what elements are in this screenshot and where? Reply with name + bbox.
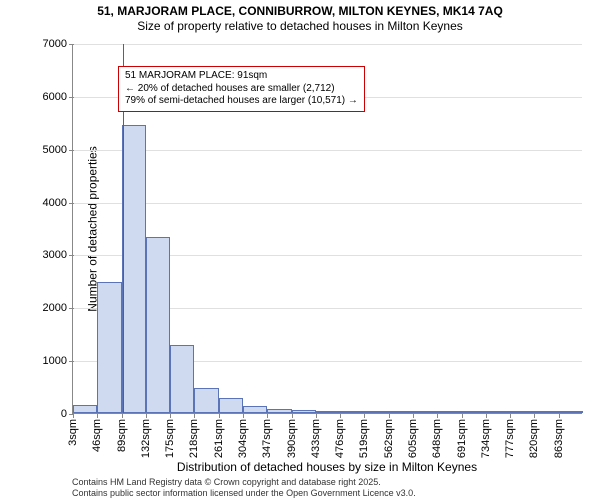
x-tick-label: 863sqm <box>553 413 565 458</box>
callout-line-smaller: ← 20% of detached houses are smaller (2,… <box>125 83 358 96</box>
x-tick-label: 390sqm <box>286 413 298 458</box>
histogram-bar <box>219 398 243 413</box>
y-tick-label: 3000 <box>43 249 73 261</box>
x-tick-label: 476sqm <box>334 413 346 458</box>
x-tick-label: 648sqm <box>431 413 443 458</box>
y-tick-label: 7000 <box>43 38 73 50</box>
x-tick-label: 89sqm <box>116 413 128 452</box>
y-tick-label: 2000 <box>43 302 73 314</box>
plot-area: 51 MARJORAM PLACE: 91sqm ← 20% of detach… <box>72 44 582 414</box>
x-tick-label: 691sqm <box>456 413 468 458</box>
callout-line-name: 51 MARJORAM PLACE: 91sqm <box>125 70 358 83</box>
x-tick-label: 777sqm <box>504 413 516 458</box>
x-tick-label: 46sqm <box>91 413 103 452</box>
x-tick-label: 261sqm <box>213 413 225 458</box>
x-tick-label: 519sqm <box>358 413 370 458</box>
chart-title-subtitle: Size of property relative to detached ho… <box>0 19 600 34</box>
x-tick-label: 820sqm <box>528 413 540 458</box>
histogram-bar <box>97 282 121 413</box>
x-tick-label: 347sqm <box>261 413 273 458</box>
x-tick-label: 562sqm <box>383 413 395 458</box>
x-tick-label: 433sqm <box>310 413 322 458</box>
x-tick-label: 605sqm <box>407 413 419 458</box>
x-tick-label: 132sqm <box>140 413 152 458</box>
histogram-bar <box>122 125 146 413</box>
x-tick-label: 304sqm <box>237 413 249 458</box>
footer-line-2: Contains public sector information licen… <box>72 488 582 498</box>
histogram-bar <box>146 237 170 413</box>
x-tick-label: 218sqm <box>188 413 200 458</box>
x-tick-label: 3sqm <box>67 413 79 446</box>
y-tick-label: 1000 <box>43 355 73 367</box>
x-tick-label: 734sqm <box>480 413 492 458</box>
property-size-chart: 51, MARJORAM PLACE, CONNIBURROW, MILTON … <box>0 0 600 500</box>
footer-line-1: Contains HM Land Registry data © Crown c… <box>72 477 582 487</box>
histogram-bar <box>243 406 267 413</box>
attribution-footer: Contains HM Land Registry data © Crown c… <box>72 477 582 498</box>
x-axis-label: Distribution of detached houses by size … <box>72 460 582 474</box>
histogram-bar <box>170 345 194 413</box>
chart-title-block: 51, MARJORAM PLACE, CONNIBURROW, MILTON … <box>0 0 600 34</box>
y-tick-label: 4000 <box>43 197 73 209</box>
y-tick-label: 6000 <box>43 91 73 103</box>
y-tick-label: 5000 <box>43 144 73 156</box>
histogram-bar <box>73 405 97 413</box>
histogram-bar <box>194 388 218 413</box>
callout-box: 51 MARJORAM PLACE: 91sqm ← 20% of detach… <box>118 66 365 112</box>
x-tick-label: 175sqm <box>164 413 176 458</box>
chart-title-address: 51, MARJORAM PLACE, CONNIBURROW, MILTON … <box>0 4 600 19</box>
callout-line-larger: 79% of semi-detached houses are larger (… <box>125 95 358 108</box>
